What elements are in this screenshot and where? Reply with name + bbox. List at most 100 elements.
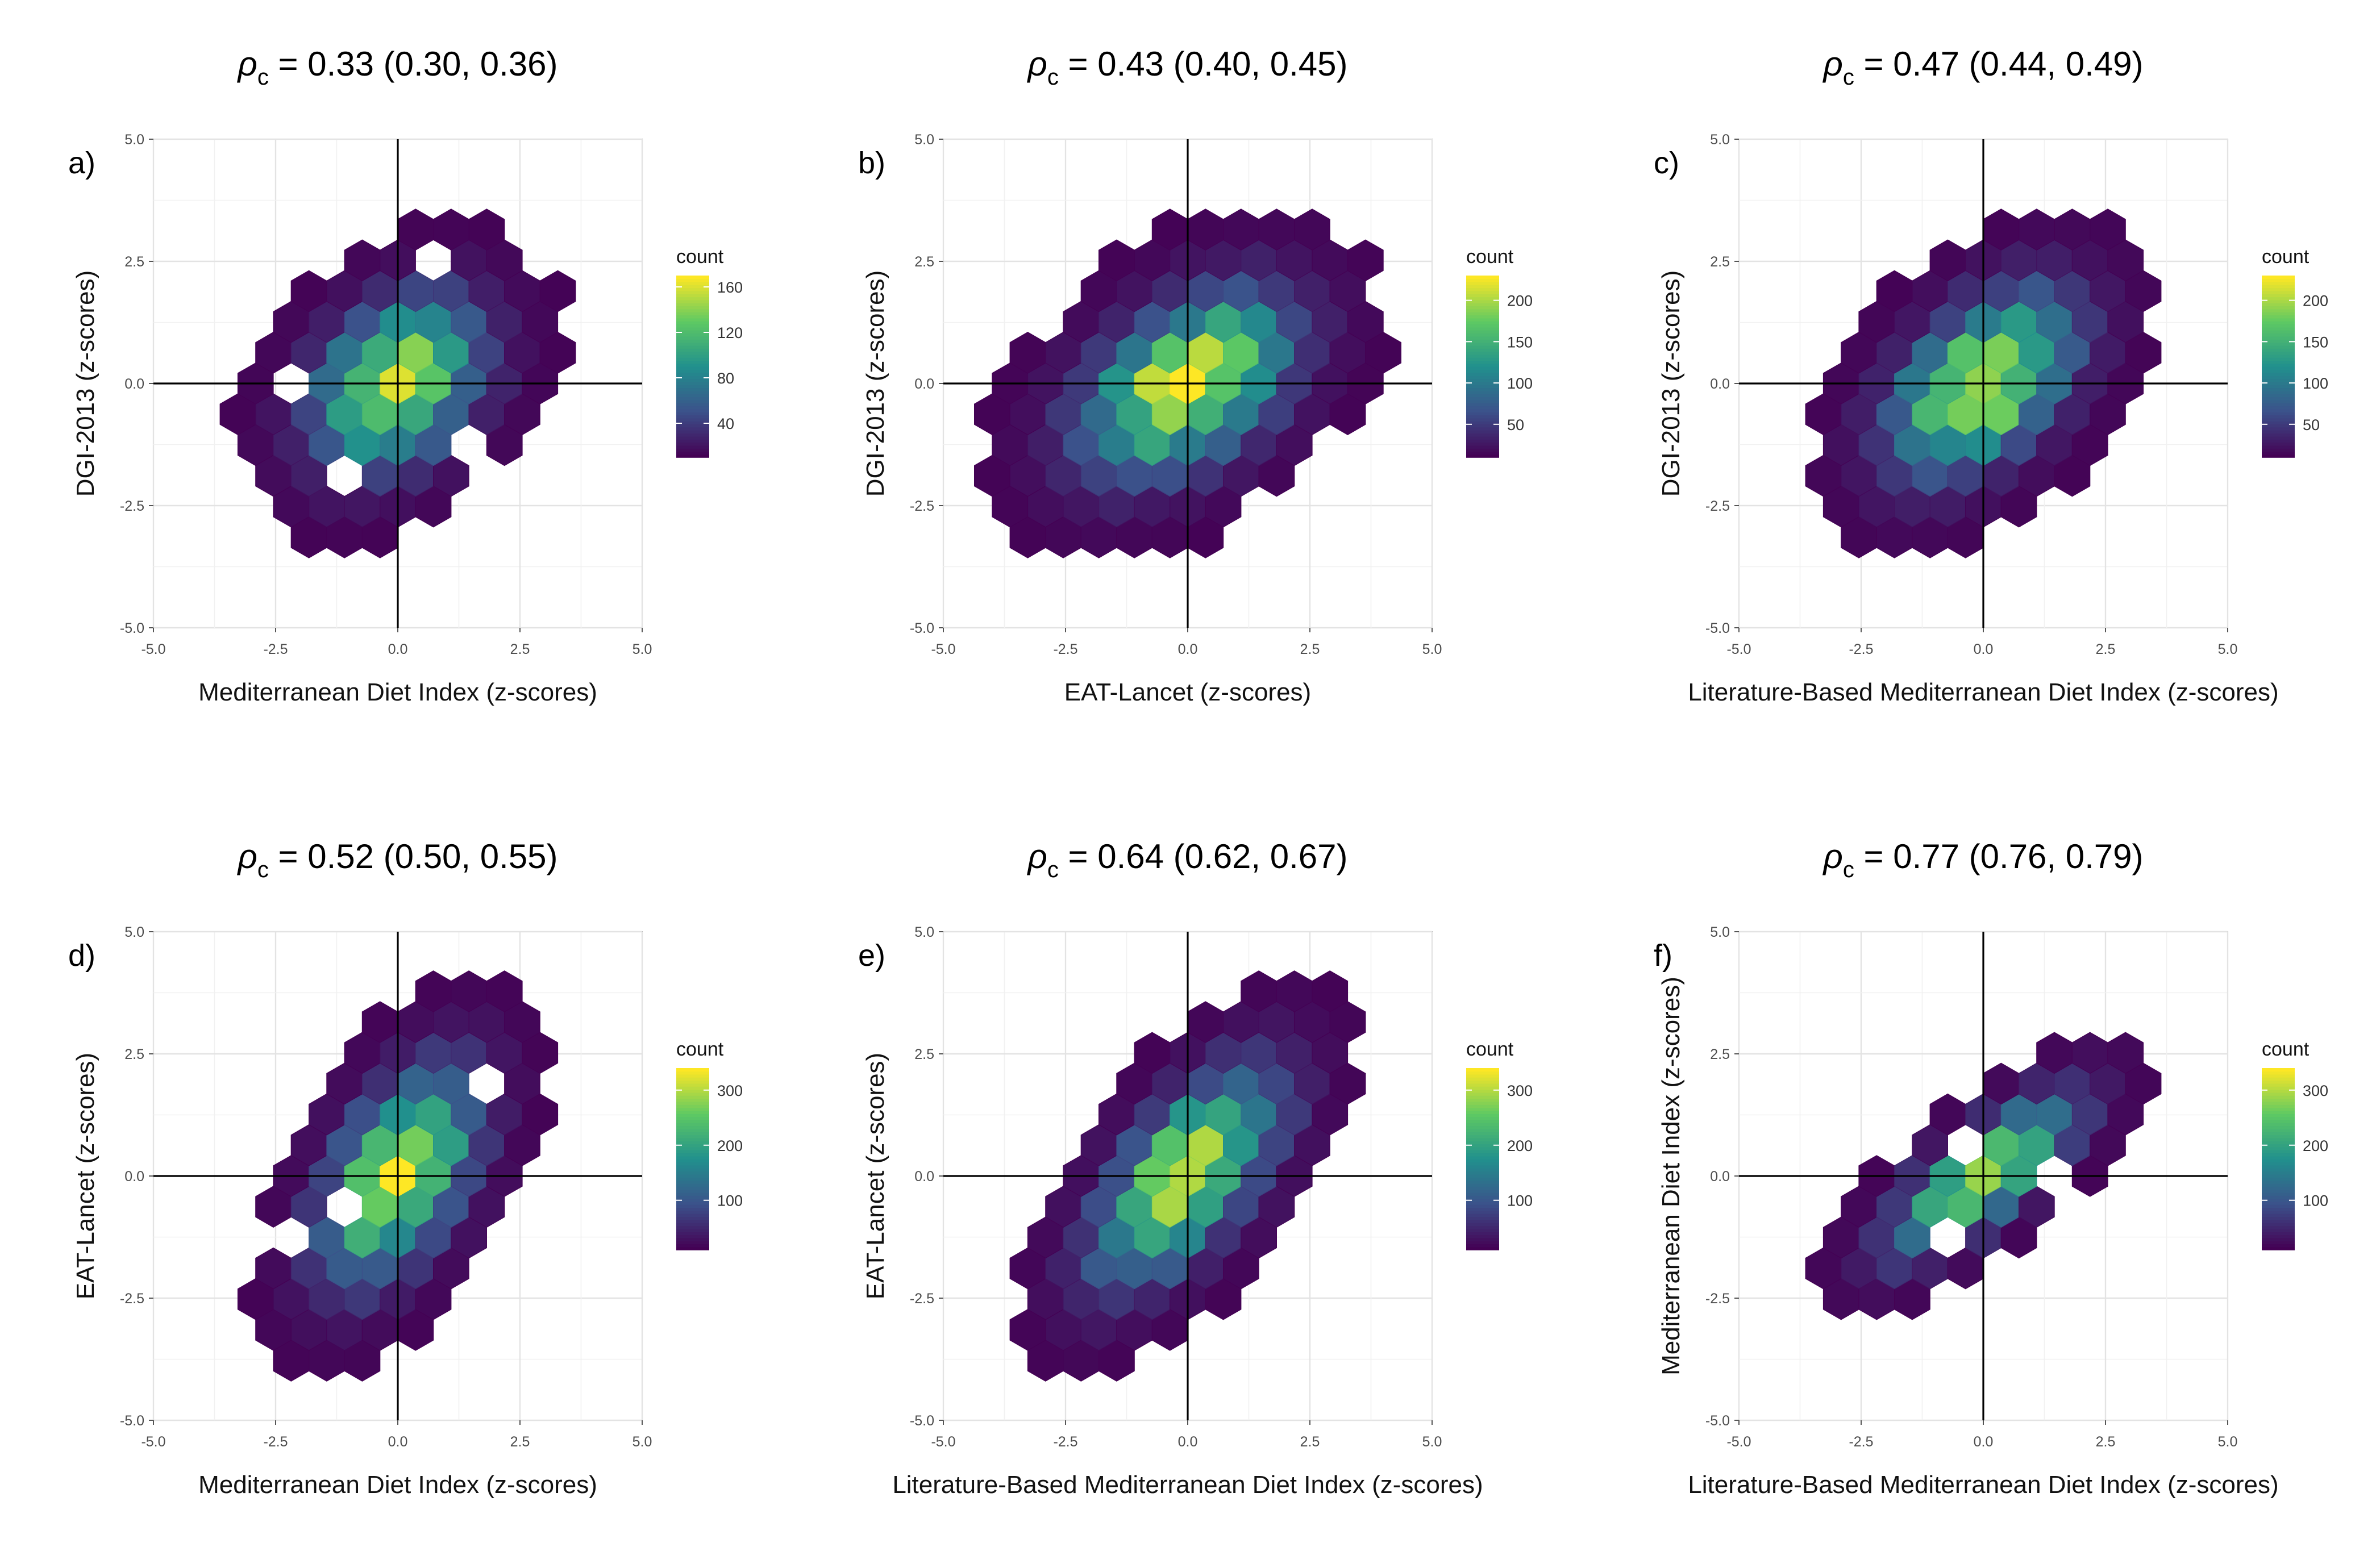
colorbar-segment	[676, 330, 709, 334]
colorbar-segment	[676, 1095, 709, 1099]
colorbar-tick-label: 200	[717, 1137, 743, 1154]
colorbar-segment	[1466, 454, 1499, 458]
colorbar-segment	[1466, 1086, 1499, 1090]
colorbar-segment	[676, 315, 709, 319]
x-tick-label: 5.0	[1422, 1434, 1442, 1450]
colorbar-segment	[2262, 1207, 2295, 1211]
colorbar-segment	[1466, 430, 1499, 434]
colorbar-segment	[2262, 1119, 2295, 1123]
colorbar-segment	[2262, 394, 2295, 398]
colorbar-tick-label: 100	[2303, 1192, 2328, 1210]
y-tick-label: 0.0	[124, 376, 144, 392]
panel-title: ρc = 0.33 (0.30, 0.36)	[236, 45, 557, 90]
colorbar-segment	[676, 1104, 709, 1108]
colorbar-segment	[2262, 1144, 2295, 1148]
colorbar-segment	[1466, 1107, 1499, 1111]
colorbar-segment	[2262, 415, 2295, 419]
x-axis-label: EAT-Lancet (z-scores)	[1064, 678, 1311, 706]
colorbar-segment	[676, 418, 709, 422]
colorbar-segment	[1466, 1104, 1499, 1108]
colorbar-segment	[676, 1213, 709, 1217]
colorbar-segment	[676, 297, 709, 301]
colorbar-segment	[2262, 345, 2295, 349]
hexbin-cell	[1347, 239, 1384, 282]
colorbar-segment	[2262, 1244, 2295, 1248]
colorbar-segment	[2262, 369, 2295, 373]
colorbar-segment	[676, 1077, 709, 1081]
colorbar-segment	[2262, 433, 2295, 437]
panel-title: ρc = 0.64 (0.62, 0.67)	[1026, 837, 1347, 882]
colorbar-segment	[1466, 1213, 1499, 1217]
colorbar-segment	[676, 1186, 709, 1190]
colorbar-segment	[676, 436, 709, 440]
colorbar-segment	[2262, 357, 2295, 361]
colorbar-segment	[1466, 1068, 1499, 1072]
colorbar-segment	[676, 381, 709, 385]
colorbar-tick-label: 80	[717, 370, 734, 387]
colorbar-segment	[1466, 357, 1499, 361]
colorbar-segment	[676, 1132, 709, 1136]
hexbin-cells	[1009, 970, 1366, 1382]
colorbar-segment	[2262, 1198, 2295, 1202]
colorbar-segment	[676, 1165, 709, 1169]
colorbar-segment	[1466, 299, 1499, 303]
colorbar-segment	[1466, 354, 1499, 358]
colorbar-legend: count 100 200 300	[676, 1039, 743, 1250]
colorbar-segment	[676, 1092, 709, 1096]
colorbar-segment	[1466, 1174, 1499, 1178]
colorbar-segment	[1466, 433, 1499, 437]
colorbar-segment	[1466, 348, 1499, 352]
legend-title: count	[2262, 246, 2310, 268]
colorbar-segment	[2262, 351, 2295, 355]
colorbar-segment	[676, 454, 709, 458]
colorbar-segment	[2262, 1216, 2295, 1220]
colorbar-segment	[2262, 1114, 2295, 1117]
colorbar-segment	[676, 308, 709, 312]
colorbar-segment	[676, 339, 709, 343]
colorbar-legend: count 100 200 300	[2262, 1039, 2328, 1250]
colorbar-segment	[2262, 439, 2295, 443]
colorbar-segment	[2262, 1141, 2295, 1145]
colorbar-segment	[676, 348, 709, 352]
x-tick-label: 2.5	[510, 1434, 530, 1450]
colorbar-segment	[1466, 1183, 1499, 1187]
x-tick-label: -2.5	[1053, 641, 1077, 657]
colorbar-segment	[676, 351, 709, 355]
colorbar-segment	[2262, 1098, 2295, 1102]
hexbin-cell	[2107, 1032, 2144, 1074]
panel-title: ρc = 0.47 (0.44, 0.49)	[1822, 45, 2143, 90]
y-tick-label: -5.0	[1705, 1413, 1730, 1429]
y-tick-label: 0.0	[1710, 376, 1730, 392]
x-axis-label: Literature-Based Mediterranean Diet Inde…	[1688, 678, 2278, 706]
panel-a: -5.0 -5.0 -2.5 -2.5 0.0 0.0 2.5 2.5 5.0 5.0 Medite…	[68, 45, 743, 706]
colorbar-legend: count 100 200 300	[1466, 1039, 1533, 1250]
x-tick-label: -5.0	[141, 641, 165, 657]
x-tick-label: -2.5	[263, 641, 288, 657]
colorbar-segment	[676, 1141, 709, 1145]
colorbar-segment	[1466, 1219, 1499, 1223]
colorbar-segment	[2262, 354, 2295, 358]
colorbar-segment	[2262, 285, 2295, 289]
colorbar-tick-label: 100	[2303, 375, 2328, 392]
colorbar-segment	[2262, 376, 2295, 380]
y-tick-label: 0.0	[914, 1169, 934, 1185]
colorbar-segment	[2262, 360, 2295, 364]
colorbar-segment	[1466, 1210, 1499, 1214]
colorbar-segment	[676, 1210, 709, 1214]
colorbar-segment	[2262, 387, 2295, 391]
colorbar-segment	[676, 1237, 709, 1241]
colorbar-segment	[2262, 1177, 2295, 1181]
hexbin-cell	[1294, 208, 1330, 251]
panel-b: -5.0 -5.0 -2.5 -2.5 0.0 0.0 2.5 2.5 5.0 5.0 EAT-La…	[858, 45, 1533, 706]
colorbar-segment	[676, 421, 709, 425]
x-tick-label: 0.0	[388, 1434, 408, 1450]
colorbar-segment	[1466, 333, 1499, 337]
colorbar-segment	[676, 1098, 709, 1102]
colorbar-segment	[676, 378, 709, 382]
colorbar-segment	[676, 345, 709, 349]
colorbar-segment	[2262, 1156, 2295, 1160]
colorbar-segment	[1466, 406, 1499, 410]
colorbar-segment	[676, 1068, 709, 1072]
colorbar-segment	[2262, 418, 2295, 422]
